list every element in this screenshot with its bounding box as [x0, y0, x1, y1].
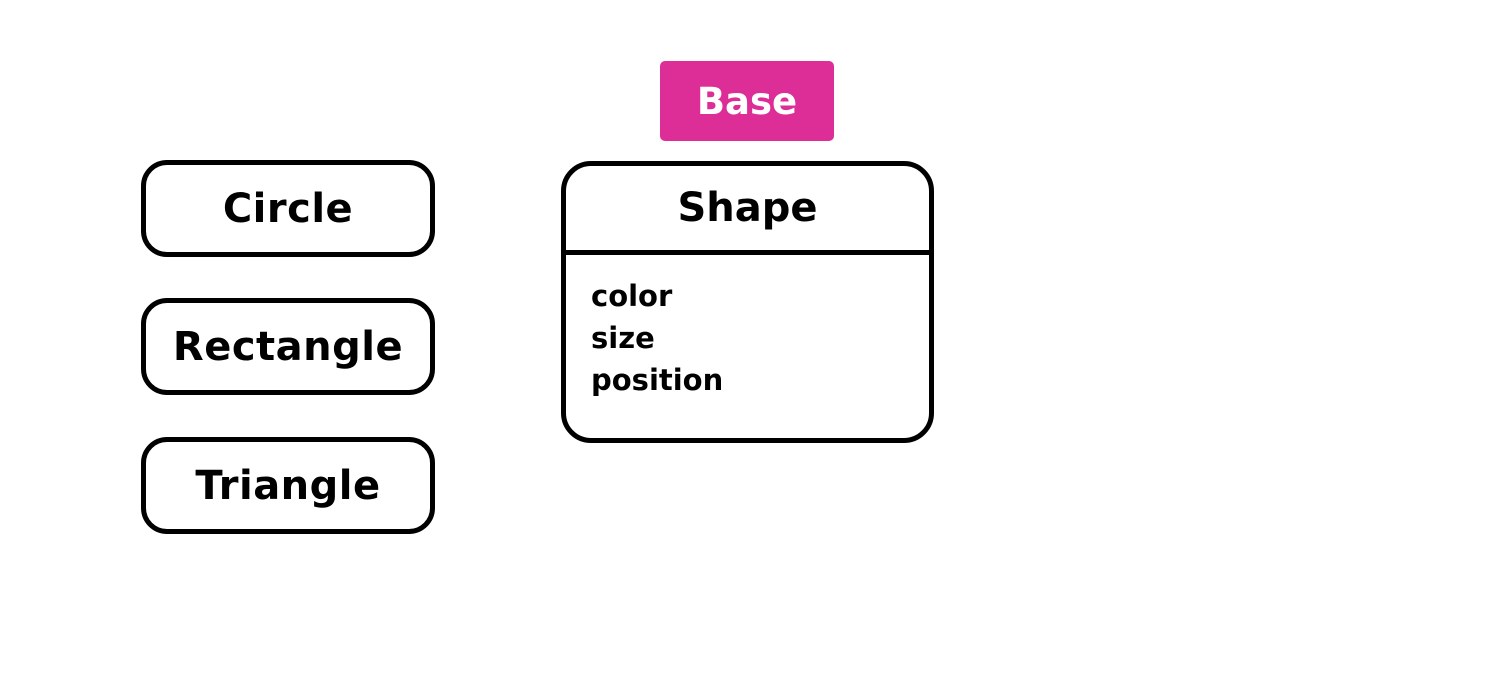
attribute-size: size [591, 321, 655, 355]
base-badge-label: Base [696, 79, 798, 123]
triangle-node: Triangle [141, 437, 435, 534]
circle-node: Circle [141, 160, 435, 257]
attribute-color: color [591, 279, 673, 313]
shape-class-title: Shape [677, 185, 818, 231]
circle-node-label: Circle [222, 185, 354, 232]
shape-attribute-list: color size position [566, 255, 929, 401]
rectangle-node: Rectangle [141, 298, 435, 395]
triangle-node-label: Triangle [195, 462, 381, 509]
attribute-position: position [591, 363, 724, 397]
shape-class-header: Shape [566, 166, 929, 255]
shape-class-box: Shape color size position [561, 161, 934, 443]
rectangle-node-label: Rectangle [172, 323, 404, 370]
base-badge: Base [660, 61, 834, 141]
